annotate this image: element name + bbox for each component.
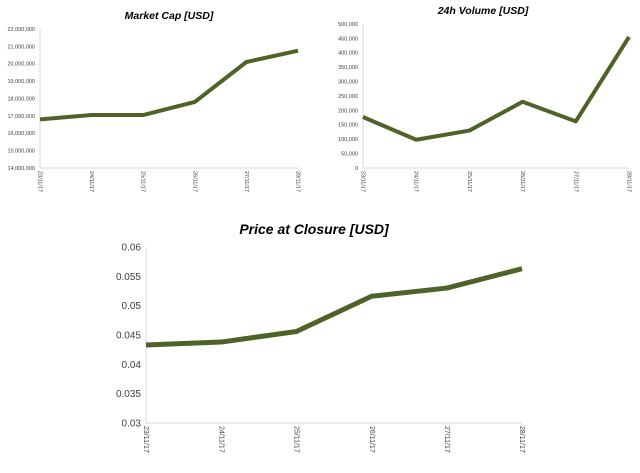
y-tick-label: 16,000,000 — [7, 131, 35, 137]
y-tick-label: 0.045 — [116, 331, 141, 342]
y-tick-label: 15,000,000 — [7, 149, 35, 155]
chart-1: 24h Volume [USD] 0 50,000 100,000 150,000 200… — [338, 5, 631, 192]
x-tick-label: 26/11/17 — [191, 171, 197, 192]
y-tick-label: 350,000 — [338, 65, 358, 71]
x-tick-label: 28/11/17 — [518, 426, 525, 453]
x-tick-label: 24/11/17 — [217, 426, 224, 453]
x-tick-label: 28/11/17 — [626, 171, 632, 192]
chart-title: 24h Volume [USD] — [437, 5, 529, 17]
x-tick-label: 25/11/17 — [140, 171, 146, 192]
y-tick-label: 20,000,000 — [7, 62, 35, 68]
y-tick-label: 50,000 — [341, 152, 358, 158]
x-tick-label: 23/11/17 — [360, 171, 366, 192]
y-tick-label: 400,000 — [338, 51, 358, 57]
x-tick-label: 26/11/17 — [519, 171, 525, 192]
x-tick-label: 27/11/17 — [243, 171, 249, 192]
x-tick-label: 25/11/17 — [293, 426, 300, 453]
x-tick-label: 23/11/17 — [37, 171, 43, 192]
y-tick-label: 100,000 — [338, 137, 358, 143]
y-tick-label: 200,000 — [338, 108, 358, 114]
x-tick-label: 28/11/17 — [295, 171, 301, 192]
y-tick-label: 250,000 — [338, 94, 358, 100]
y-tick-label: 0.035 — [116, 389, 141, 400]
y-tick-label: 0.055 — [116, 272, 141, 283]
y-tick-label: 17,000,000 — [7, 114, 35, 120]
chart-title: Price at Closure [USD] — [239, 221, 390, 237]
y-tick-label: 0.05 — [122, 301, 142, 312]
chart-2: Price at Closure [USD] 0.03 0.035 0.04 0.045… — [116, 221, 525, 453]
x-tick-label: 25/11/17 — [466, 171, 472, 192]
y-tick-label: 0 — [355, 166, 358, 172]
y-tick-label: 0.03 — [122, 419, 142, 430]
y-tick-label: 500,000 — [338, 22, 358, 28]
y-tick-label: 22,000,000 — [7, 27, 35, 33]
y-tick-label: 0.06 — [122, 243, 142, 254]
y-tick-label: 150,000 — [338, 123, 358, 129]
series-line — [39, 48, 299, 122]
y-tick-label: 14,000,000 — [7, 166, 35, 172]
y-tick-label: 21,000,000 — [7, 44, 35, 50]
x-tick-label: 27/11/17 — [443, 426, 450, 453]
y-tick-label: 0.04 — [122, 360, 142, 371]
chart-title: Market Cap [USD] — [125, 10, 214, 22]
y-tick-label: 19,000,000 — [7, 79, 35, 85]
y-tick-label: 18,000,000 — [7, 96, 35, 102]
y-tick-label: 450,000 — [338, 36, 358, 42]
x-tick-label: 24/11/17 — [413, 171, 419, 192]
chart-0: Market Cap [USD] 14,000,000 15,000,000 16,0… — [7, 10, 300, 192]
series-line — [145, 266, 523, 348]
x-tick-label: 26/11/17 — [368, 426, 375, 453]
x-tick-label: 23/11/17 — [142, 426, 149, 453]
x-tick-label: 27/11/17 — [572, 171, 578, 192]
x-tick-label: 24/11/17 — [88, 171, 94, 192]
y-tick-label: 300,000 — [338, 80, 358, 86]
series-line — [362, 35, 631, 142]
